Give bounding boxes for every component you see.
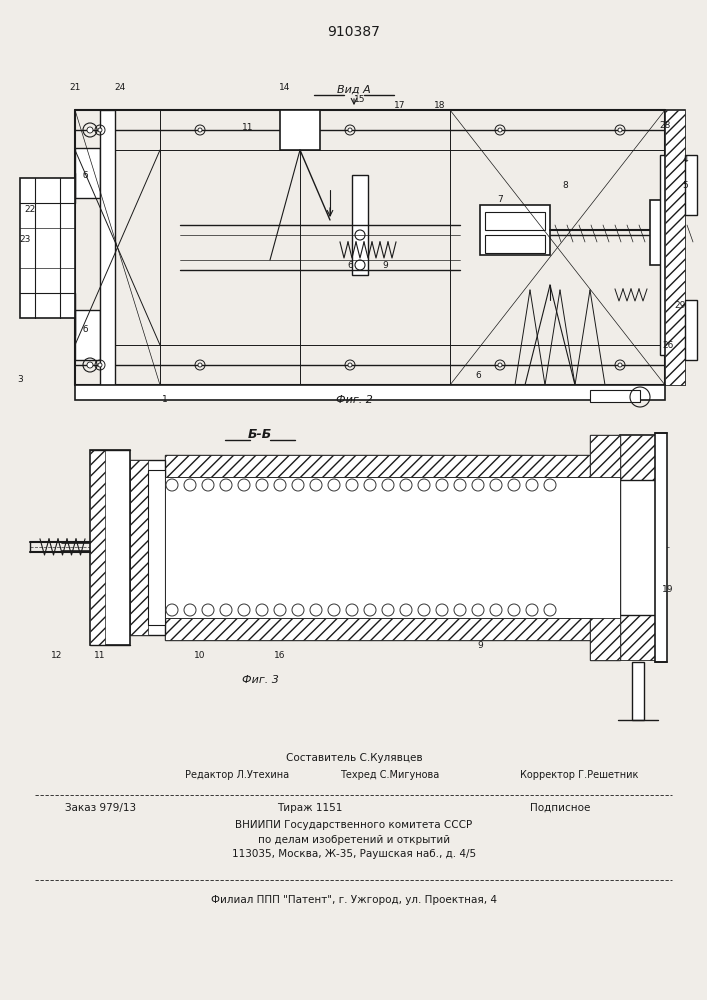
Bar — [590, 615, 620, 660]
Bar — [280, 110, 320, 150]
Bar — [632, 662, 644, 720]
Circle shape — [87, 362, 93, 368]
Text: 6: 6 — [475, 370, 481, 379]
Bar — [620, 435, 660, 480]
Text: 10: 10 — [194, 650, 206, 660]
Text: Фиг. 3: Фиг. 3 — [242, 675, 279, 685]
Circle shape — [98, 128, 102, 132]
Bar — [165, 541, 620, 553]
Text: Тираж 1151: Тираж 1151 — [277, 803, 343, 813]
Bar — [75, 310, 100, 360]
Text: 5: 5 — [682, 180, 688, 190]
Circle shape — [198, 363, 202, 367]
Text: б: б — [82, 170, 88, 180]
Circle shape — [348, 363, 352, 367]
Bar — [685, 155, 697, 215]
Bar — [75, 385, 665, 400]
Circle shape — [198, 128, 202, 132]
Bar — [485, 212, 545, 230]
Bar — [485, 235, 545, 253]
Text: Б-Б: Б-Б — [248, 428, 272, 442]
Text: 113035, Москва, Ж-35, Раушская наб., д. 4/5: 113035, Москва, Ж-35, Раушская наб., д. … — [232, 849, 476, 859]
Circle shape — [348, 128, 352, 132]
Text: Редактор Л.Утехина: Редактор Л.Утехина — [185, 770, 289, 780]
Bar — [20, 178, 75, 318]
Text: 11: 11 — [94, 650, 106, 660]
Text: 18: 18 — [434, 101, 445, 109]
Text: 1: 1 — [162, 395, 168, 404]
Circle shape — [498, 363, 502, 367]
Bar — [165, 477, 620, 618]
Text: 22: 22 — [24, 206, 35, 215]
Text: 12: 12 — [52, 650, 63, 660]
Bar — [75, 148, 100, 198]
Circle shape — [87, 127, 93, 133]
Text: 3: 3 — [17, 375, 23, 384]
Text: по делам изобретений и открытий: по делам изобретений и открытий — [258, 835, 450, 845]
Bar — [665, 110, 685, 385]
Bar — [90, 450, 130, 645]
Bar — [90, 450, 105, 645]
Bar — [165, 618, 620, 640]
Bar — [685, 300, 697, 360]
Text: Заказ 979/13: Заказ 979/13 — [65, 803, 136, 813]
Text: Вид А: Вид А — [337, 85, 371, 95]
Bar — [590, 435, 620, 480]
Bar — [590, 615, 620, 660]
Bar — [665, 110, 685, 385]
Text: 9: 9 — [477, 641, 483, 650]
Text: 16: 16 — [274, 650, 286, 660]
Text: Техред С.Мигунова: Техред С.Мигунова — [340, 770, 439, 780]
Bar — [352, 175, 368, 275]
Bar — [650, 200, 665, 265]
Bar — [480, 205, 550, 255]
Text: 28: 28 — [660, 120, 671, 129]
Text: 4: 4 — [682, 155, 688, 164]
Text: 21: 21 — [69, 84, 81, 93]
Text: 7: 7 — [497, 196, 503, 205]
Bar — [620, 615, 660, 660]
Text: Филиал ППП "Патент", г. Ужгород, ул. Проектная, 4: Филиал ППП "Патент", г. Ужгород, ул. Про… — [211, 895, 497, 905]
Text: Фиг. 2: Фиг. 2 — [336, 395, 373, 405]
Bar — [620, 615, 660, 660]
Text: ВНИИПИ Государственного комитета СССР: ВНИИПИ Государственного комитета СССР — [235, 820, 472, 830]
Circle shape — [618, 363, 622, 367]
Bar — [590, 390, 640, 402]
Bar — [165, 618, 620, 640]
Text: 910387: 910387 — [327, 25, 380, 39]
Bar — [655, 433, 667, 662]
Text: 15: 15 — [354, 96, 366, 104]
Bar — [165, 455, 620, 477]
Text: Подписное: Подписное — [530, 803, 590, 813]
Text: 17: 17 — [395, 101, 406, 109]
Text: Корректор Г.Решетник: Корректор Г.Решетник — [520, 770, 638, 780]
Text: 24: 24 — [115, 84, 126, 93]
Circle shape — [498, 128, 502, 132]
Text: 29: 29 — [674, 300, 686, 310]
Text: 8: 8 — [562, 180, 568, 190]
Text: Составитель С.Кулявцев: Составитель С.Кулявцев — [286, 753, 422, 763]
Bar — [590, 435, 620, 480]
Text: 14: 14 — [279, 84, 291, 93]
Text: 11: 11 — [243, 122, 254, 131]
Bar — [148, 470, 165, 625]
Circle shape — [618, 128, 622, 132]
Bar — [620, 480, 660, 615]
Bar — [130, 460, 148, 635]
Bar — [130, 460, 165, 635]
Bar — [165, 455, 620, 477]
Text: б: б — [82, 326, 88, 334]
Bar — [100, 110, 115, 385]
Circle shape — [98, 363, 102, 367]
Text: 9: 9 — [382, 260, 388, 269]
Text: 6: 6 — [347, 260, 353, 269]
Bar — [660, 155, 672, 355]
Text: 19: 19 — [662, 585, 674, 594]
Bar — [620, 435, 660, 480]
Text: 23: 23 — [19, 235, 30, 244]
Text: 26: 26 — [662, 340, 674, 350]
